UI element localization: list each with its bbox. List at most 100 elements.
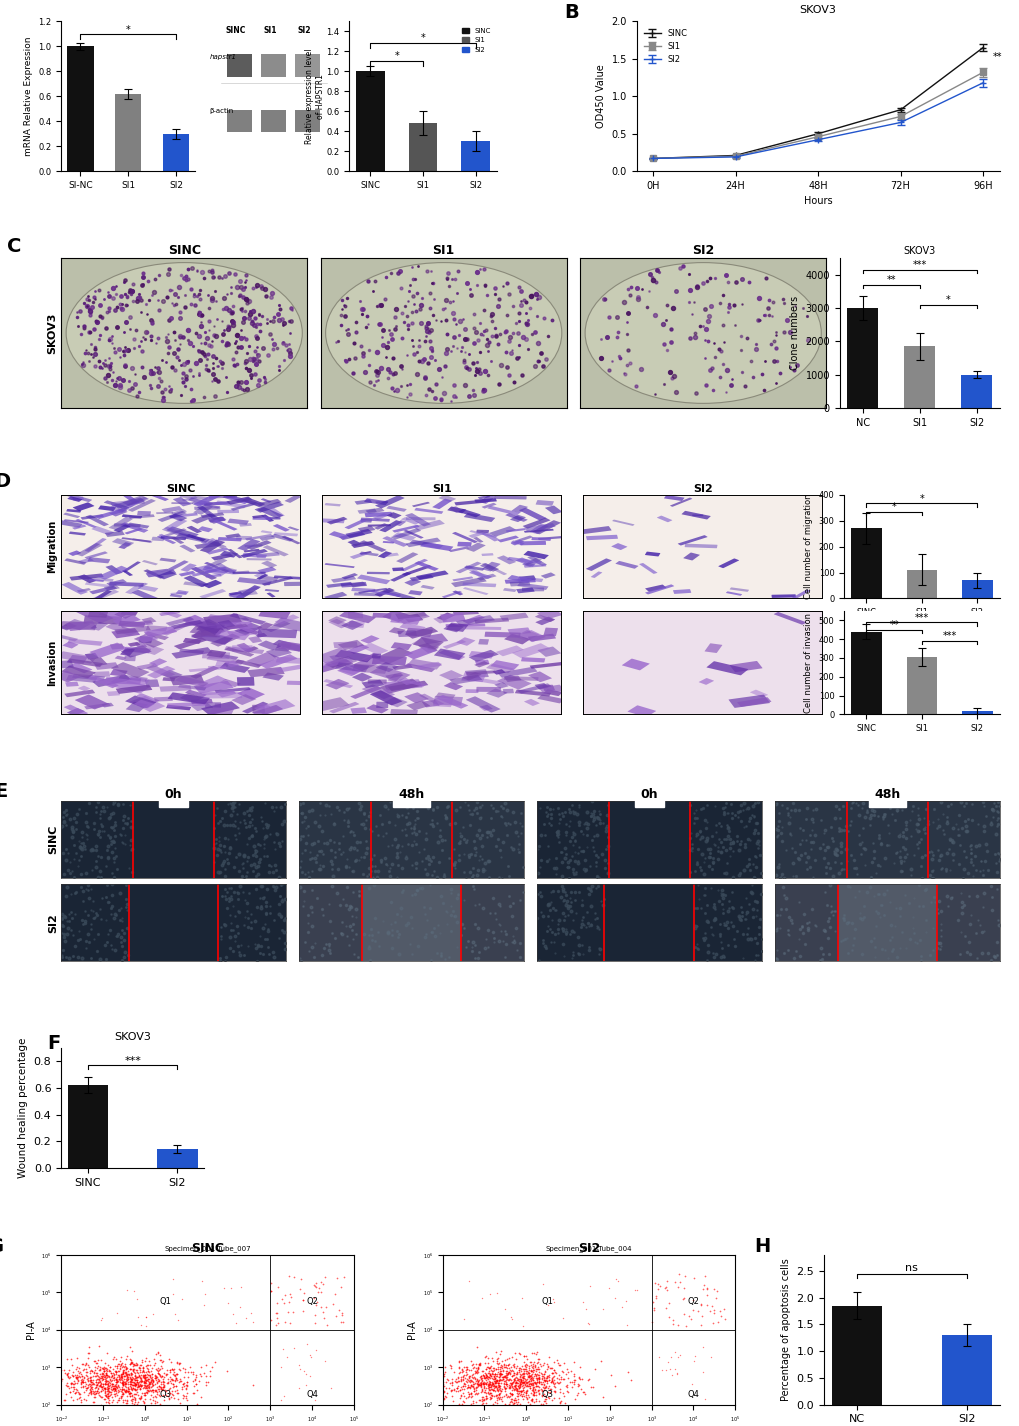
- Point: [498, 1365, 515, 1387]
- FancyBboxPatch shape: [232, 570, 250, 575]
- Point: [263, 1279, 279, 1302]
- FancyBboxPatch shape: [128, 515, 155, 519]
- Point: [57, 1383, 73, 1406]
- Point: [243, 1302, 259, 1325]
- Point: [107, 1385, 123, 1407]
- Point: [483, 1385, 499, 1407]
- Point: [112, 1362, 128, 1385]
- Point: [492, 1382, 508, 1405]
- Point: [519, 1365, 535, 1387]
- FancyBboxPatch shape: [198, 526, 213, 532]
- FancyBboxPatch shape: [105, 530, 124, 538]
- FancyBboxPatch shape: [773, 612, 806, 625]
- Point: [100, 1379, 116, 1402]
- Point: [528, 1340, 544, 1363]
- Point: [544, 1366, 560, 1389]
- Point: [141, 1376, 157, 1399]
- Point: [537, 1387, 553, 1410]
- FancyBboxPatch shape: [407, 700, 430, 710]
- Point: [123, 1340, 140, 1363]
- Point: [100, 1353, 116, 1376]
- Point: [168, 1375, 184, 1397]
- FancyBboxPatch shape: [681, 511, 710, 519]
- FancyBboxPatch shape: [379, 520, 401, 532]
- Point: [465, 1380, 481, 1403]
- Point: [508, 1379, 525, 1402]
- FancyBboxPatch shape: [507, 627, 530, 635]
- Point: [498, 1368, 515, 1390]
- FancyBboxPatch shape: [335, 662, 369, 672]
- Point: [556, 1392, 573, 1415]
- Point: [92, 1362, 108, 1385]
- Point: [93, 1380, 109, 1403]
- Point: [669, 1313, 686, 1336]
- Point: [122, 1348, 139, 1370]
- FancyBboxPatch shape: [268, 508, 284, 518]
- Point: [449, 1375, 466, 1397]
- Point: [491, 1375, 507, 1397]
- Point: [484, 1360, 500, 1383]
- Point: [518, 1373, 534, 1396]
- Point: [506, 1373, 523, 1396]
- Point: [470, 1356, 486, 1379]
- Point: [663, 1309, 680, 1332]
- FancyBboxPatch shape: [420, 633, 447, 645]
- Point: [129, 1390, 146, 1413]
- Point: [280, 1301, 297, 1323]
- FancyBboxPatch shape: [254, 572, 265, 578]
- FancyBboxPatch shape: [405, 627, 433, 637]
- FancyBboxPatch shape: [216, 622, 253, 630]
- FancyBboxPatch shape: [157, 535, 176, 543]
- Point: [132, 1373, 149, 1396]
- Point: [187, 1366, 204, 1389]
- Point: [473, 1366, 489, 1389]
- Point: [291, 1358, 308, 1380]
- Point: [104, 1365, 120, 1387]
- Point: [187, 1363, 204, 1386]
- Point: [141, 1372, 157, 1395]
- Point: [545, 1373, 561, 1396]
- FancyBboxPatch shape: [90, 643, 127, 657]
- Point: [95, 1358, 111, 1380]
- Point: [523, 1389, 539, 1412]
- Point: [472, 1353, 488, 1376]
- Point: [137, 1370, 153, 1393]
- Point: [520, 1356, 536, 1379]
- Point: [505, 1389, 522, 1412]
- Point: [125, 1352, 142, 1375]
- Point: [100, 1386, 116, 1409]
- Point: [533, 1379, 549, 1402]
- Point: [137, 1366, 153, 1389]
- Point: [618, 1289, 634, 1312]
- Point: [113, 1365, 129, 1387]
- Point: [458, 1356, 474, 1379]
- Point: [497, 1372, 514, 1395]
- Point: [160, 1368, 176, 1390]
- Point: [537, 1392, 553, 1415]
- Point: [511, 1360, 527, 1383]
- Point: [123, 1350, 140, 1373]
- FancyBboxPatch shape: [156, 512, 173, 515]
- FancyBboxPatch shape: [284, 495, 301, 503]
- FancyBboxPatch shape: [69, 532, 86, 536]
- Point: [512, 1383, 528, 1406]
- Point: [454, 1366, 471, 1389]
- Point: [463, 1385, 479, 1407]
- FancyBboxPatch shape: [474, 662, 489, 667]
- Point: [118, 1375, 135, 1397]
- Point: [525, 1390, 541, 1413]
- FancyBboxPatch shape: [66, 509, 82, 512]
- Point: [533, 1362, 549, 1385]
- Point: [101, 1385, 117, 1407]
- FancyBboxPatch shape: [455, 615, 494, 626]
- FancyBboxPatch shape: [64, 619, 90, 630]
- Point: [501, 1375, 518, 1397]
- Point: [496, 1379, 513, 1402]
- Point: [546, 1379, 562, 1402]
- Text: Specimen_001-Tube_004: Specimen_001-Tube_004: [545, 1245, 632, 1252]
- Point: [497, 1365, 514, 1387]
- FancyBboxPatch shape: [228, 590, 258, 597]
- Point: [132, 1386, 149, 1409]
- FancyBboxPatch shape: [478, 639, 488, 645]
- Point: [167, 1363, 183, 1386]
